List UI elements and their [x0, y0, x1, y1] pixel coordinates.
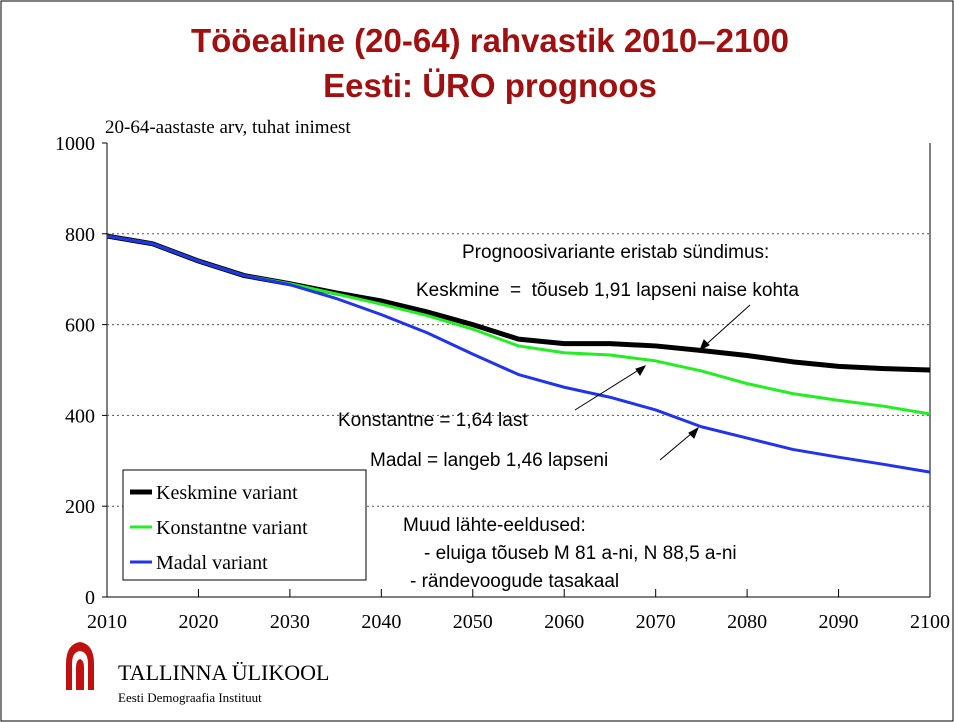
- legend: Keskmine variant Konstantne variant Madal …: [122, 469, 367, 581]
- legend-label: Keskmine variant: [156, 482, 298, 504]
- logo-icon: [66, 642, 94, 690]
- y-tick-label: 400: [65, 405, 95, 427]
- arrows: [574, 304, 751, 461]
- arrow-head: [635, 365, 647, 376]
- logo-subtitle: Eesti Demograafia Instituut: [118, 690, 262, 705]
- plot: 0 200 400 600 800 1000 2010 2020 2030 2040 2050 206…: [55, 133, 950, 633]
- y-tick-label: 600: [65, 315, 95, 337]
- y-tick-label: 800: [65, 224, 95, 246]
- series-line: [106, 234, 931, 474]
- annotation: Muud lähte-eeldused:: [403, 515, 586, 536]
- legend-box: [122, 469, 367, 581]
- x-tick-label: 2020: [178, 611, 218, 633]
- x-tick-label: 2050: [453, 611, 493, 633]
- arrow-head: [688, 426, 699, 439]
- annotation: - eluiga tõuseb M 81 a-ni, N 88,5 a-ni: [424, 543, 737, 564]
- arrow-head: [699, 339, 710, 352]
- annotation: Konstantne = 1,64 last: [338, 410, 528, 431]
- x-tick-label: 2040: [361, 611, 401, 633]
- chart-title: Tööealine (20-64) rahvastik 2010–2100: [191, 22, 789, 59]
- x-tick-label: 2070: [636, 611, 676, 633]
- x-tick-label: 2030: [270, 611, 310, 633]
- legend-label: Konstantne variant: [156, 517, 308, 539]
- annotation: Madal = langeb 1,46 lapseni: [370, 450, 608, 471]
- x-tick-label: 2090: [819, 611, 859, 633]
- x-tick-label: 2100: [910, 611, 950, 633]
- x-tick-label: 2010: [87, 611, 127, 633]
- y-tick-label: 1000: [55, 133, 95, 155]
- arrow: [699, 304, 751, 351]
- annotation: - rändevoogude tasakaal: [410, 571, 619, 592]
- y-tick-label: 200: [65, 496, 95, 518]
- annotation: Keskmine = tõuseb 1,91 lapseni naise koh…: [416, 280, 799, 301]
- legend-label: Madal variant: [156, 552, 268, 574]
- arrow: [574, 365, 646, 411]
- x-tick-label: 2060: [544, 611, 584, 633]
- y-axis-label: 20-64-aastaste arv, tuhat inimest: [105, 117, 351, 138]
- logo: TALLINNA ÜLIKOOL Eesti Demograafia Insti…: [66, 642, 329, 705]
- chart-subtitle: Eesti: ÜRO prognoos: [323, 67, 657, 104]
- annotation: Prognoosivariante eristab sündimus:: [462, 242, 769, 263]
- y-tick-label: 0: [85, 587, 95, 609]
- x-tick-label: 2080: [727, 611, 767, 633]
- logo-name: TALLINNA ÜLIKOOL: [118, 660, 329, 685]
